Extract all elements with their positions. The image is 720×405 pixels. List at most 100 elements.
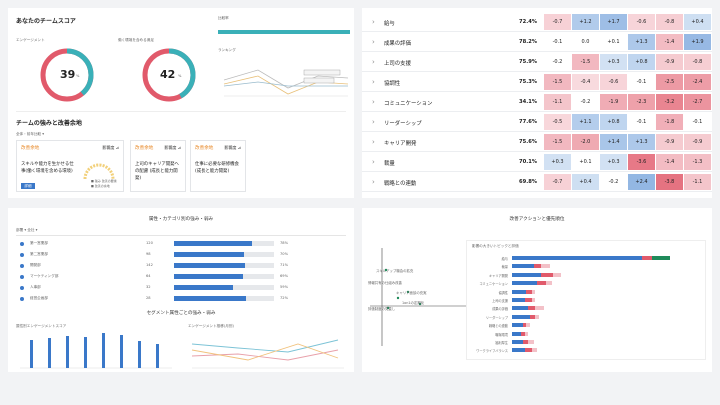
expand-chevron-icon[interactable]: › [372, 158, 375, 166]
negative-bar [530, 314, 536, 319]
row-value: 69% [280, 274, 288, 278]
expand-chevron-icon[interactable]: › [372, 58, 375, 66]
card-tag: 改善余地 [135, 146, 154, 151]
positive-bar [512, 348, 525, 353]
engagement-value: 39 [60, 68, 76, 81]
row-dot-icon [20, 242, 24, 246]
positive-bar [512, 256, 642, 260]
row-bar-track [174, 296, 274, 301]
attribute-filter[interactable]: 部署 ▾ 全社 ▾ [16, 228, 38, 232]
scatter-label-5: 評価制度の見直し [368, 307, 396, 311]
team-score-panel: あなたのチームスコア エンゲージメント 39 % 働く環境を含める満足 42 %… [8, 8, 354, 198]
divider [16, 111, 346, 112]
heat-cell: -0.1 [544, 34, 571, 50]
bar [66, 336, 69, 368]
expand-chevron-icon[interactable]: › [372, 18, 375, 26]
score-trend-chart [223, 69, 349, 97]
expand-chevron-icon[interactable]: › [372, 178, 375, 186]
positive-bar [512, 281, 538, 286]
scatter-label-2: 情報共有の仕組み改善 [368, 281, 402, 285]
card-sort-button[interactable]: 影響度 ⊿ [224, 145, 241, 150]
row-score: 69.8% [519, 179, 537, 185]
row-label: 戦略との連動 [384, 181, 417, 187]
heat-cell: -0.9 [656, 134, 683, 150]
filter-dropdown[interactable]: 全体・前年比較 ▾ [16, 132, 45, 136]
topic-label: 協調性 [498, 290, 508, 295]
heat-cell: -2.4 [684, 74, 711, 90]
heat-cell: +1.4 [600, 134, 627, 150]
attribute-bar-chart [20, 333, 172, 369]
expand-chevron-icon[interactable]: › [372, 78, 375, 86]
row-count: 142 [146, 263, 153, 267]
positive-bar [512, 323, 523, 328]
expand-chevron-icon[interactable]: › [372, 118, 375, 126]
row-bar-fill [174, 274, 243, 279]
card-sort-button[interactable]: 影響度 ⊿ [164, 145, 181, 150]
neutral-bar [524, 331, 529, 336]
topic-label: 職場環境 [495, 332, 508, 337]
heat-cell: -0.2 [544, 54, 571, 70]
neutral-bar [652, 256, 671, 260]
row-dot-icon [20, 286, 24, 290]
improvement-card-2[interactable]: 改善余地 影響度 ⊿ 上司のキャリア開発への配慮 (成長と能力開発) [130, 140, 186, 192]
heatmap-row[interactable]: › 協調性 75.3% -1.5 -0.4 -0.6 -0.1 -2.5 -2.4 [362, 73, 712, 92]
row-dot-icon [20, 253, 24, 257]
expand-chevron-icon[interactable]: › [372, 138, 375, 146]
row-label: 上司の支援 [384, 61, 411, 67]
heatmap-row[interactable]: › キャリア開発 75.6% -1.5 -2.0 +1.4 +1.3 -0.9 -0.9 [362, 133, 712, 152]
line-chart-legend: ランキング [218, 48, 236, 52]
heatmap-row[interactable]: › 裁量 70.1% +0.3 +0.1 +0.3 -3.6 -1.4 -1.3 [362, 153, 712, 172]
topic-label: 福利厚生 [495, 341, 508, 345]
scatter-label-3: キャリア面談の充実 [396, 291, 427, 295]
heat-cell: -1.3 [684, 154, 711, 170]
heat-cell: -0.9 [684, 134, 711, 150]
heatmap-row[interactable]: › 上司の支援 75.9% -0.2 -1.5 +0.3 +0.8 -0.9 -0.8 [362, 53, 712, 72]
row-value: 70% [280, 252, 288, 256]
strength-card-main[interactable]: 改善余地 影響度 ⊿ スキルや能力を生かせる仕事(働く環境を含める環境) 詳細 … [16, 140, 124, 192]
heat-cell: -3.2 [656, 94, 683, 110]
line-chart-title: 比較率 [218, 16, 229, 20]
row-score: 78.2% [519, 39, 537, 45]
right-chart-title: エンゲージメント推移(月別) [188, 324, 234, 328]
row-score: 75.3% [519, 79, 537, 85]
heatmap-row[interactable]: › 成果の評価 78.2% -0.1 0.0 +0.1 +1.3 -1.4 +1.9 [362, 33, 712, 52]
row-bar-track [174, 285, 274, 290]
heat-cell: -2.3 [628, 94, 655, 110]
heat-cell: +1.9 [684, 34, 711, 50]
row-label: 人事部 [30, 285, 41, 289]
heatmap-row[interactable]: › リーダーシップ 77.6% -0.5 +1.1 +0.8 -0.1 -1.8 -0.1 [362, 113, 712, 132]
heatmap-row[interactable]: › 給与 72.4% -0.7 +1.2 +1.7 -0.6 -0.8 +0.4 [362, 13, 712, 32]
heat-cell: +1.3 [628, 34, 655, 50]
heat-cell: -3.6 [628, 154, 655, 170]
heat-cell: +0.1 [600, 34, 627, 50]
expand-chevron-icon[interactable]: › [372, 38, 375, 46]
expand-chevron-icon[interactable]: › [372, 98, 375, 106]
scatter-label-4: 1on1の定期化 [402, 301, 425, 305]
neutral-bar [546, 281, 552, 286]
satisfaction-gauge [142, 48, 196, 102]
row-label: 第一営業部 [30, 241, 48, 245]
card-sort-button[interactable]: 影響度 ⊿ [102, 145, 119, 150]
row-label: コミュニケーション [384, 101, 433, 107]
positive-bar [512, 272, 541, 277]
neutral-bar [526, 323, 530, 328]
heatmap-row[interactable]: › コミュニケーション 34.1% -1.1 -0.2 -1.9 -2.3 -3.2 -2.… [362, 93, 712, 112]
row-dot-icon [20, 297, 24, 301]
row-value: 78% [280, 241, 288, 245]
row-score: 70.1% [519, 159, 537, 165]
row-count: 28 [146, 296, 151, 300]
improvement-card-3[interactable]: 改善余地 影響度 ⊿ 仕事に必要な研修機会 (成長と能力開発) [190, 140, 246, 192]
negative-bar [522, 340, 529, 344]
neutral-bar [531, 289, 536, 294]
heat-cell: +2.4 [628, 174, 655, 190]
row-label: 給与 [384, 21, 395, 27]
topic-label: 裁量 [501, 265, 508, 270]
card-body: 仕事に必要な研修機会 (成長と能力開発) [195, 162, 239, 174]
card-detail-button[interactable]: 詳細 [21, 183, 35, 189]
topic-label: コミュニケーション [479, 282, 508, 287]
negative-bar [524, 298, 532, 302]
donut-legend-1: ■ 強み 改善の要素 [91, 179, 117, 183]
row-score: 75.9% [519, 59, 537, 65]
heat-cell: -0.6 [600, 74, 627, 90]
heatmap-row[interactable]: › 戦略との連動 69.8% -0.7 +0.4 -0.2 +2.4 -3.8 -1.1 [362, 173, 712, 192]
